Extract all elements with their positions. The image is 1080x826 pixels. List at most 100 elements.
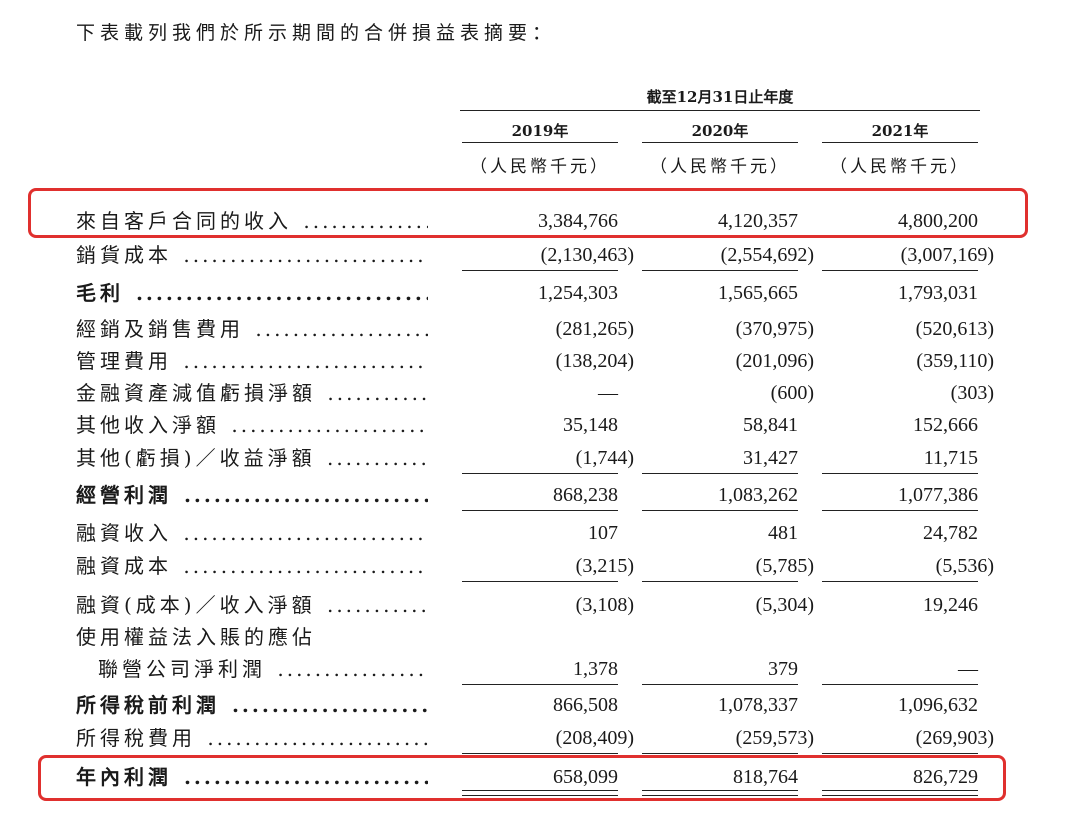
table-row: 年內利潤 ...................................… — [0, 762, 1080, 792]
table-row: 經銷及銷售費用 ................................… — [0, 314, 1080, 344]
row-value: (281,265) — [555, 318, 634, 340]
total-rule — [822, 581, 978, 582]
row-value: (303) — [950, 382, 994, 404]
row-value: (201,096) — [735, 350, 814, 372]
table-row: 經營利潤 ...................................… — [0, 480, 1080, 510]
row-value: (520,613) — [915, 318, 994, 340]
unit-label: （人民幣千元） — [650, 157, 790, 177]
row-value: (370,975) — [735, 318, 814, 340]
row-label: 年內利潤 ...................................… — [76, 765, 428, 789]
row-value: (208,409) — [555, 727, 634, 749]
row-value: 379 — [768, 658, 798, 680]
table-row: 其他收入淨額 .................................… — [0, 410, 1080, 440]
row-value: 19,246 — [923, 594, 978, 616]
table-row: 來自客戶合同的收入 ..............................… — [0, 206, 1080, 236]
row-value: 658,099 — [553, 766, 618, 788]
table-row: 融資收入 ...................................… — [0, 518, 1080, 548]
year-rule — [642, 142, 798, 143]
total-rule — [642, 684, 798, 685]
table-row: 所得稅前利潤 .................................… — [0, 690, 1080, 720]
total-rule — [462, 753, 618, 754]
row-value: (5,304) — [755, 594, 814, 616]
year-rule — [822, 142, 978, 143]
row-value: (5,785) — [755, 555, 814, 577]
row-value: 826,729 — [913, 766, 978, 788]
row-value: 1,378 — [573, 658, 618, 680]
table-row: 融資(成本)／收入淨額 ............................… — [0, 590, 1080, 620]
unit-label: （人民幣千元） — [470, 157, 610, 177]
row-label: 其他(虧損)／收益淨額 ............................… — [76, 446, 428, 470]
intro-text: 下表載列我們於所示期間的合併損益表摘要： — [76, 22, 557, 44]
row-value: (3,007,169) — [900, 244, 994, 266]
row-value: 1,254,303 — [538, 282, 618, 304]
table-row: 融資成本 ...................................… — [0, 551, 1080, 581]
row-value: (259,573) — [735, 727, 814, 749]
row-label: 毛利 .....................................… — [76, 281, 428, 305]
year-header-2020: 2020年 — [691, 122, 749, 140]
row-label: 金融資產減值虧損淨額 .............................… — [76, 381, 428, 405]
table-row: 金融資產減值虧損淨額 .............................… — [0, 378, 1080, 408]
total-rule — [462, 795, 618, 796]
row-value: 1,565,665 — [718, 282, 798, 304]
total-rule — [822, 473, 978, 474]
row-label: 聯營公司淨利潤 ................................… — [98, 657, 428, 681]
row-value: 1,077,386 — [898, 484, 978, 506]
total-rule — [822, 795, 978, 796]
row-value: 31,427 — [743, 447, 798, 469]
row-label: 經銷及銷售費用 ................................… — [76, 317, 428, 341]
row-value: 818,764 — [733, 766, 798, 788]
row-value: (5,536) — [935, 555, 994, 577]
total-rule — [462, 270, 618, 271]
total-rule — [642, 795, 798, 796]
table-row: 管理費用 ...................................… — [0, 346, 1080, 376]
unit-label: （人民幣千元） — [830, 157, 970, 177]
total-rule — [462, 684, 618, 685]
row-value: (2,554,692) — [720, 244, 814, 266]
row-label: 所得稅前利潤 .................................… — [76, 693, 428, 717]
total-rule — [462, 473, 618, 474]
row-label: 使用權益法入賬的應佔 — [76, 625, 318, 649]
total-rule — [642, 473, 798, 474]
row-value: (2,130,463) — [540, 244, 634, 266]
row-value: 4,120,357 — [718, 210, 798, 232]
row-value — [640, 622, 798, 652]
table-row: 使用權益法入賬的應佔 — [0, 622, 1080, 652]
total-rule — [462, 581, 618, 582]
total-rule — [822, 753, 978, 754]
year-rule — [462, 142, 618, 143]
row-label: 融資(成本)／收入淨額 ............................… — [76, 593, 428, 617]
total-rule — [822, 510, 978, 511]
highlight-box-revenue — [28, 188, 1028, 238]
row-value: 107 — [588, 522, 618, 544]
table-row: 銷貨成本 ...................................… — [0, 240, 1080, 270]
row-value: (3,215) — [575, 555, 634, 577]
row-value: 24,782 — [923, 522, 978, 544]
table-row: 毛利 .....................................… — [0, 278, 1080, 308]
row-value: 868,238 — [553, 484, 618, 506]
row-value: (1,744) — [575, 447, 634, 469]
highlight-box-profit — [38, 755, 1006, 801]
row-label: 管理費用 ...................................… — [76, 349, 428, 373]
row-value: (138,204) — [555, 350, 634, 372]
row-value: (600) — [770, 382, 814, 404]
row-value: (269,903) — [915, 727, 994, 749]
year-header-2019: 2019年 — [511, 122, 569, 140]
row-value: 58,841 — [743, 414, 798, 436]
row-value — [460, 622, 618, 652]
row-label: 經營利潤 ...................................… — [76, 483, 428, 507]
row-label: 來自客戶合同的收入 ..............................… — [76, 209, 428, 233]
period-rule — [460, 110, 980, 111]
total-rule — [462, 790, 618, 791]
table-row: 聯營公司淨利潤 ................................… — [0, 654, 1080, 684]
row-value: (359,110) — [916, 350, 994, 372]
total-rule — [822, 270, 978, 271]
row-value: 866,508 — [553, 694, 618, 716]
total-rule — [642, 790, 798, 791]
row-value: 4,800,200 — [898, 210, 978, 232]
year-header-2021: 2021年 — [871, 122, 929, 140]
row-label: 融資收入 ...................................… — [76, 521, 428, 545]
total-rule — [462, 510, 618, 511]
total-rule — [822, 684, 978, 685]
row-label: 銷貨成本 ...................................… — [76, 243, 428, 267]
row-label: 其他收入淨額 .................................… — [76, 413, 428, 437]
